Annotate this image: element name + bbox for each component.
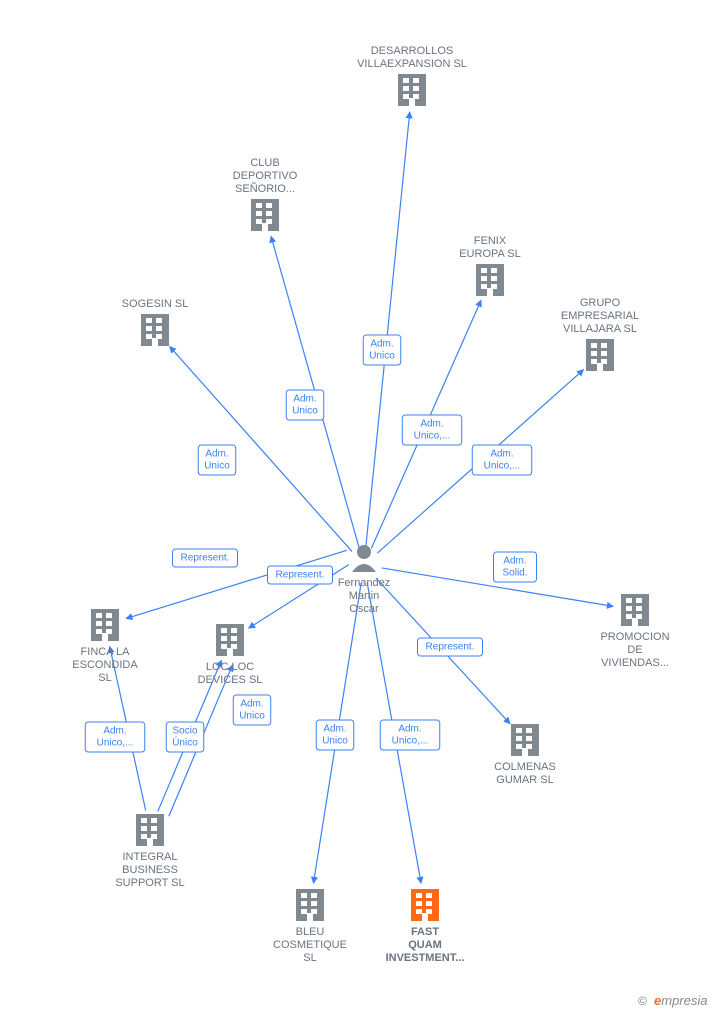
edge [366,112,410,547]
svg-text:EUROPA SL: EUROPA SL [459,248,521,260]
company-node-bleu[interactable]: BLEUCOSMETIQUESL [273,889,347,964]
brand-logo: empresia [654,993,707,1008]
copyright-symbol: © [638,994,647,1008]
svg-text:Oscar: Oscar [349,603,379,615]
svg-text:DEPORTIVO: DEPORTIVO [233,170,298,182]
svg-text:FAST: FAST [411,926,439,938]
svg-text:Adm.: Adm. [240,699,263,710]
edge [170,346,352,551]
edge-label: Represent. [418,638,483,656]
svg-text:LOC LOC: LOC LOC [206,661,254,673]
svg-text:SL: SL [303,952,316,964]
svg-text:Unico,...: Unico,... [484,461,521,472]
svg-text:COLMENAS: COLMENAS [494,761,556,773]
svg-text:Solid.: Solid. [502,568,527,579]
svg-text:VILLAEXPANSION SL: VILLAEXPANSION SL [357,58,467,70]
svg-text:Unico,...: Unico,... [97,738,134,749]
svg-text:SL: SL [98,672,111,684]
company-node-desarrollos[interactable]: DESARROLLOSVILLAEXPANSION SL [357,45,467,106]
svg-text:Adm.: Adm. [293,394,316,405]
svg-text:FINCA LA: FINCA LA [81,646,131,658]
edge-label: Adm.Solid. [494,552,537,582]
svg-text:Represent.: Represent. [426,642,475,653]
svg-text:Fernandez: Fernandez [338,577,391,589]
svg-text:Unico: Unico [322,736,348,747]
svg-text:Adm.: Adm. [490,449,513,460]
edge-label: Adm.Unico,... [402,415,462,445]
company-node-grupo[interactable]: GRUPOEMPRESARIALVILLAJARA SL [561,297,639,371]
svg-text:SUPPORT SL: SUPPORT SL [115,877,184,889]
company-node-promocion[interactable]: PROMOCIONDEVIVIENDAS... [600,594,669,669]
svg-text:Unico: Unico [369,351,395,362]
svg-text:COSMETIQUE: COSMETIQUE [273,939,347,951]
svg-text:GRUPO: GRUPO [580,297,621,309]
svg-text:Adm.: Adm. [503,556,526,567]
svg-text:Adm.: Adm. [205,449,228,460]
svg-text:Adm.: Adm. [370,339,393,350]
svg-text:ESCONDIDA: ESCONDIDA [72,659,138,671]
svg-text:Unico: Unico [239,711,265,722]
svg-text:BUSINESS: BUSINESS [122,864,178,876]
svg-text:Represent.: Represent. [276,570,325,581]
edge-label: Adm.Unico [316,720,354,750]
svg-text:Represent.: Represent. [181,553,230,564]
svg-text:BLEU: BLEU [296,926,325,938]
company-node-finca[interactable]: FINCA LAESCONDIDASL [72,609,138,684]
svg-text:DEVICES SL: DEVICES SL [198,674,263,686]
svg-text:Único: Único [172,736,198,749]
svg-text:QUAM: QUAM [408,939,442,951]
svg-text:DE: DE [627,644,642,656]
svg-text:Adm.: Adm. [398,724,421,735]
svg-text:Adm.: Adm. [323,724,346,735]
svg-text:VIVIENDAS...: VIVIENDAS... [601,657,669,669]
company-node-sogesin[interactable]: SOGESIN SL [122,298,189,346]
svg-text:SEÑORIO...: SEÑORIO... [235,182,295,195]
company-node-fast[interactable]: FASTQUAMINVESTMENT... [386,889,465,964]
svg-text:CLUB: CLUB [250,157,279,169]
edge-label: Adm.Unico [286,390,324,420]
svg-text:VILLAJARA SL: VILLAJARA SL [563,323,637,335]
svg-text:EMPRESARIAL: EMPRESARIAL [561,310,639,322]
edge-label: Represent. [173,549,238,567]
svg-text:Unico,...: Unico,... [414,431,451,442]
person-node[interactable]: FernandezMartinOscar [338,545,391,615]
svg-text:GUMAR SL: GUMAR SL [496,774,553,786]
company-node-locloc[interactable]: LOC LOCDEVICES SL [198,624,263,686]
edge-label: Adm.Unico [233,695,271,725]
edge-label: Adm.Unico,... [472,445,532,475]
edge-label: Represent. [268,566,333,584]
svg-text:Unico: Unico [204,461,230,472]
company-node-integral[interactable]: INTEGRALBUSINESSSUPPORT SL [115,814,184,889]
company-node-club[interactable]: CLUBDEPORTIVOSEÑORIO... [233,157,298,231]
company-node-colmenas[interactable]: COLMENASGUMAR SL [494,724,556,786]
svg-text:SOGESIN SL: SOGESIN SL [122,298,189,310]
edge-label: Adm.Unico,... [380,720,440,750]
svg-text:Adm.: Adm. [420,419,443,430]
company-node-fenix[interactable]: FENIXEUROPA SL [459,235,521,296]
svg-text:Socio: Socio [172,726,197,737]
svg-text:FENIX: FENIX [474,235,507,247]
svg-text:INVESTMENT...: INVESTMENT... [386,952,465,964]
svg-text:Unico: Unico [292,406,318,417]
edge-label: Adm.Unico [198,445,236,475]
svg-text:Adm.: Adm. [103,726,126,737]
edge-label: Adm.Unico [363,335,401,365]
svg-text:DESARROLLOS: DESARROLLOS [371,45,454,57]
edge-label: SocioÚnico [166,722,204,752]
svg-text:Unico,...: Unico,... [392,736,429,747]
svg-text:Martin: Martin [349,590,380,602]
edge-label: Adm.Unico,... [85,722,145,752]
svg-text:PROMOCION: PROMOCION [600,631,669,643]
svg-text:INTEGRAL: INTEGRAL [122,851,177,863]
